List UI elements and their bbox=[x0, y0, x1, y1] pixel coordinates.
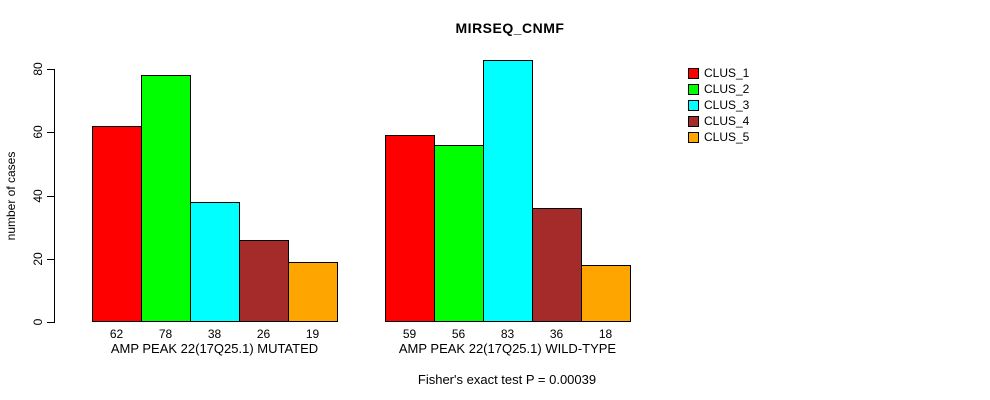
legend-item-clus_2: CLUS_2 bbox=[688, 81, 749, 97]
bar-value-label: 62 bbox=[109, 327, 124, 341]
y-axis-tick-label: 80 bbox=[31, 62, 45, 76]
chart-title: MIRSEQ_CNMF bbox=[455, 20, 565, 36]
legend-label: CLUS_2 bbox=[704, 81, 750, 96]
bar-clus_2-group2 bbox=[434, 145, 484, 322]
legend-swatch-clus_4 bbox=[688, 115, 699, 127]
y-axis-title: number of cases bbox=[4, 151, 18, 241]
y-axis-tick-label: 20 bbox=[31, 252, 45, 266]
bar-value-label: 36 bbox=[549, 327, 564, 341]
bar-value-label: 38 bbox=[207, 327, 222, 341]
legend-item-clus_3: CLUS_3 bbox=[688, 97, 749, 113]
bar-clus_4-group2 bbox=[532, 208, 582, 322]
y-axis-tick bbox=[47, 196, 54, 197]
bar-clus_1-group2 bbox=[385, 135, 435, 322]
bar-clus_2-group1 bbox=[141, 75, 191, 322]
bar-clus_3-group1 bbox=[190, 202, 240, 322]
y-axis-tick-label: 0 bbox=[31, 318, 45, 326]
bar-clus_4-group1 bbox=[239, 240, 289, 322]
y-axis-tick bbox=[47, 132, 54, 133]
bar-clus_1-group1 bbox=[92, 126, 142, 322]
bar-value-label: 19 bbox=[305, 327, 320, 341]
legend-swatch-clus_5 bbox=[688, 131, 699, 143]
legend-label: CLUS_4 bbox=[704, 113, 750, 128]
legend-item-clus_1: CLUS_1 bbox=[688, 65, 749, 81]
y-axis-tick bbox=[47, 259, 54, 260]
legend-swatch-clus_3 bbox=[688, 99, 699, 111]
bar-clus_5-group2 bbox=[581, 265, 631, 322]
group-label: AMP PEAK 22(17Q25.1) MUTATED bbox=[110, 341, 319, 356]
y-axis-line bbox=[54, 69, 55, 323]
bar-value-label: 78 bbox=[158, 327, 173, 341]
bar-value-label: 56 bbox=[451, 327, 466, 341]
bar-value-label: 26 bbox=[256, 327, 271, 341]
legend-label: CLUS_5 bbox=[704, 129, 750, 144]
legend-item-clus_4: CLUS_4 bbox=[688, 113, 749, 129]
legend-item-clus_5: CLUS_5 bbox=[688, 129, 749, 145]
y-axis-tick-label: 40 bbox=[31, 189, 45, 203]
bar-clus_5-group1 bbox=[288, 262, 338, 322]
fisher-test-annotation: Fisher's exact test P = 0.00039 bbox=[417, 372, 597, 387]
bar-value-label: 83 bbox=[500, 327, 515, 341]
bar-value-label: 18 bbox=[598, 327, 613, 341]
y-axis-tick-label: 60 bbox=[31, 125, 45, 139]
bar-clus_3-group2 bbox=[483, 60, 533, 322]
legend-swatch-clus_1 bbox=[688, 67, 699, 79]
y-axis-tick bbox=[47, 322, 54, 323]
legend-swatch-clus_2 bbox=[688, 83, 699, 95]
y-axis-tick bbox=[47, 69, 54, 70]
legend-label: CLUS_1 bbox=[704, 65, 750, 80]
group-label: AMP PEAK 22(17Q25.1) WILD-TYPE bbox=[398, 341, 617, 356]
bar-value-label: 59 bbox=[402, 327, 417, 341]
legend-label: CLUS_3 bbox=[704, 97, 750, 112]
